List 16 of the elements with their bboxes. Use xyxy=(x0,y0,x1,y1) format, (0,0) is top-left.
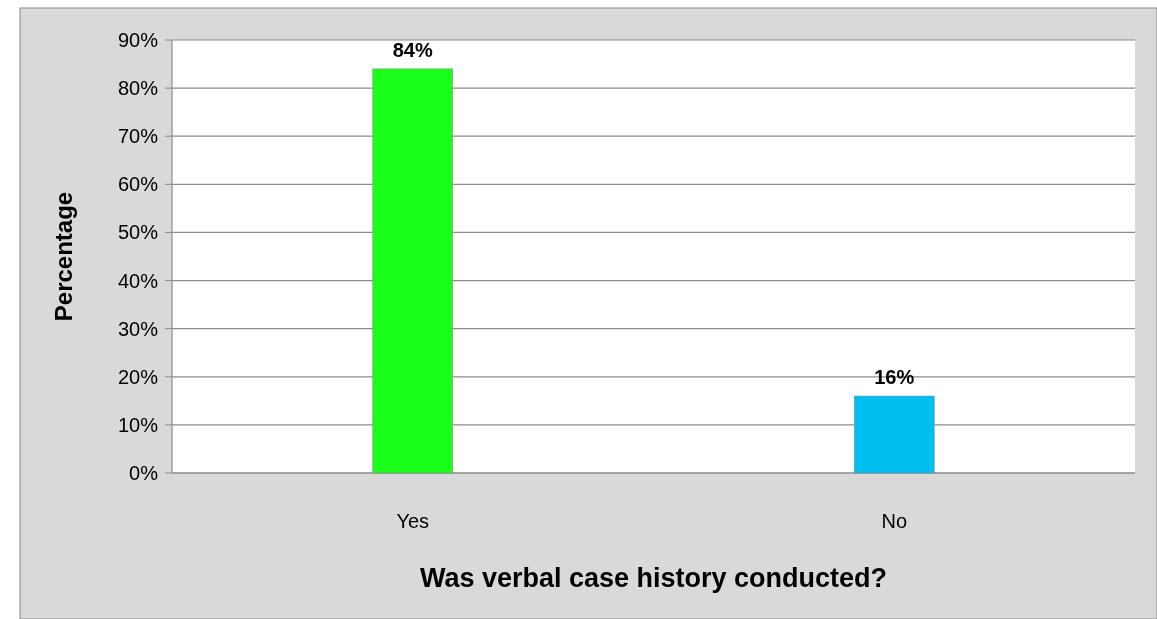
y-tick-label: 80% xyxy=(117,77,159,100)
y-axis-title: Percentage xyxy=(50,191,77,322)
x-axis-title: Was verbal case history conducted? xyxy=(419,563,888,593)
y-tick-label: 40% xyxy=(117,269,159,292)
y-tick-label: 10% xyxy=(117,413,159,436)
data-label: 84% xyxy=(392,38,433,61)
y-tick-label: 20% xyxy=(117,365,159,388)
y-tick-label: 50% xyxy=(117,221,159,244)
y-tick-label: 60% xyxy=(117,173,159,196)
y-tick-label: 0% xyxy=(129,462,159,484)
y-tick-label: 70% xyxy=(117,125,159,148)
y-tick-label: 30% xyxy=(117,317,159,340)
x-tick-label: Yes xyxy=(396,510,430,532)
y-tick-label: 90% xyxy=(117,29,159,51)
data-label: 16% xyxy=(874,366,915,389)
x-tick-label: No xyxy=(881,510,908,532)
